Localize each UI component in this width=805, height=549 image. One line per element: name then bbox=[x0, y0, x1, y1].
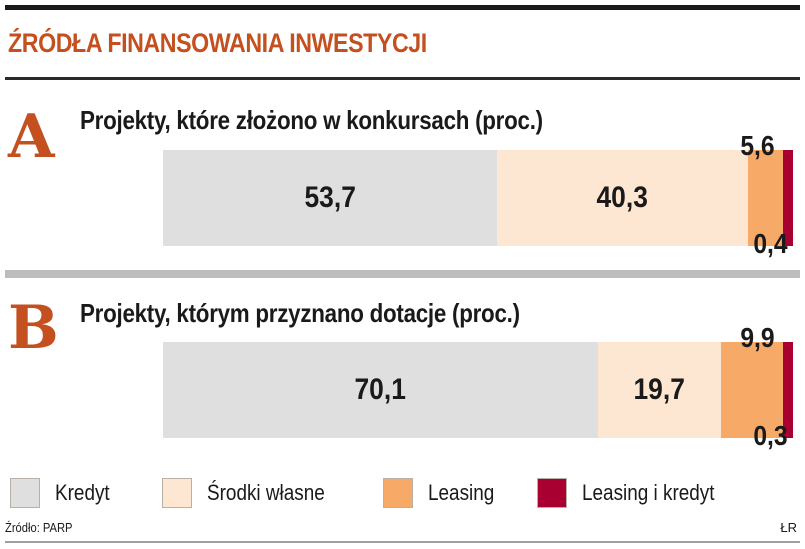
bar-segment-kredyt: 53,7 bbox=[163, 150, 498, 246]
panel-b-bar: 70,1 19,7 9,9 0,3 bbox=[163, 322, 793, 451]
bar-segment-leasing-i-kredyt bbox=[783, 150, 793, 246]
legend-swatch bbox=[383, 478, 413, 508]
data-label-leasing: 5,6 bbox=[740, 130, 775, 161]
legend-label: Środki własne bbox=[207, 480, 325, 505]
legend-label: Leasing i kredyt bbox=[582, 480, 715, 505]
data-label: 70,1 bbox=[354, 373, 407, 406]
bar-segment-środki-własne: 40,3 bbox=[497, 150, 748, 246]
data-label-leasing: 9,9 bbox=[740, 322, 775, 353]
bar-segment-środki-własne: 19,7 bbox=[598, 342, 721, 438]
legend-item: Leasing bbox=[383, 478, 505, 508]
legend: Kredyt Środki własne Leasing Leasing i kred… bbox=[10, 478, 795, 508]
title-rule bbox=[5, 77, 800, 80]
legend-label: Leasing bbox=[428, 480, 495, 505]
panel-a-bar: 53,7 40,3 5,6 0,4 bbox=[163, 130, 793, 259]
source-note: Źródło: PARP bbox=[5, 520, 73, 535]
panel-b-letter: B bbox=[8, 293, 59, 363]
chart-title: ŹRÓDŁA FINANSOWANIA INWESTYCJI bbox=[8, 28, 427, 58]
legend-swatch bbox=[162, 478, 192, 508]
bar-segment-leasing bbox=[747, 150, 783, 246]
legend-label: Kredyt bbox=[55, 480, 110, 505]
legend-swatch bbox=[537, 478, 567, 508]
data-label: 19,7 bbox=[633, 373, 686, 406]
data-label-leasing-i-kredyt: 0,3 bbox=[753, 420, 788, 451]
bar-segment-leasing-i-kredyt bbox=[783, 342, 793, 438]
panel-a-subtitle: Projekty, które złożono w konkursach (pr… bbox=[80, 105, 543, 135]
bar-segment-kredyt: 70,1 bbox=[163, 342, 599, 438]
legend-swatch bbox=[10, 478, 40, 508]
legend-item: Kredyt bbox=[10, 478, 119, 508]
data-label-leasing-i-kredyt: 0,4 bbox=[753, 228, 788, 259]
data-label: 40,3 bbox=[596, 181, 649, 214]
bar-segment-leasing bbox=[720, 342, 783, 438]
legend-item: Środki własne bbox=[162, 478, 344, 508]
top-rule bbox=[5, 5, 800, 10]
bottom-rule bbox=[5, 541, 800, 543]
panel-separator bbox=[5, 270, 800, 278]
panel-b-subtitle: Projekty, którym przyznano dotacje (proc… bbox=[80, 298, 520, 328]
panel-a-letter: A bbox=[8, 102, 55, 172]
legend-item: Leasing i kredyt bbox=[537, 478, 736, 508]
credit: ŁR bbox=[780, 520, 797, 535]
data-label: 53,7 bbox=[304, 181, 356, 214]
